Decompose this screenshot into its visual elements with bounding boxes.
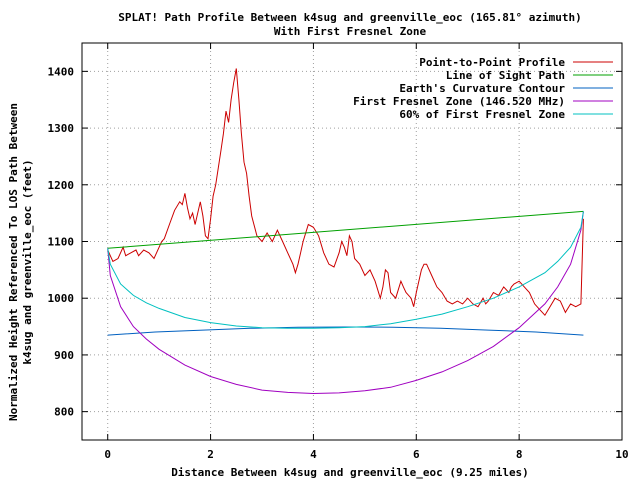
x-tick-label: 10 xyxy=(615,448,628,461)
x-tick-label: 0 xyxy=(104,448,111,461)
y-tick-label: 1300 xyxy=(48,122,75,135)
series-line-1 xyxy=(107,68,584,317)
chart-title: SPLAT! Path Profile Between k4sug and gr… xyxy=(118,11,582,24)
legend-label: Line of Sight Path xyxy=(446,69,565,82)
x-tick-label: 8 xyxy=(516,448,523,461)
series-line-5 xyxy=(107,211,584,329)
y-tick-label: 1100 xyxy=(48,236,75,249)
x-tick-label: 2 xyxy=(207,448,214,461)
x-tick-label: 4 xyxy=(310,448,317,461)
y-tick-label: 900 xyxy=(54,349,74,362)
y-tick-label: 1200 xyxy=(48,179,75,192)
y-axis-label-line2: k4sug and greenville_eoc (feet) xyxy=(21,159,34,364)
x-tick-label: 6 xyxy=(413,448,420,461)
y-tick-label: 800 xyxy=(54,406,74,419)
x-axis-label: Distance Between k4sug and greenville_eo… xyxy=(171,466,529,479)
y-tick-label: 1400 xyxy=(48,65,75,78)
series-line-3 xyxy=(107,326,584,336)
legend-label: Point-to-Point Profile xyxy=(419,56,565,69)
series-lines xyxy=(107,68,584,395)
axis-ticks: 0 2 4 6 8 10 800 900 1000 1100 1200 1300 1400 xyxy=(48,43,629,461)
legend-label: Earth's Curvature Contour xyxy=(399,82,565,95)
legend-label: 60% of First Fresnel Zone xyxy=(399,108,565,121)
series-line-4 xyxy=(107,211,584,395)
y-axis-label-line1: Normalized Height Referenced To LOS Path… xyxy=(7,103,20,421)
legend-label: First Fresnel Zone (146.520 MHz) xyxy=(353,95,565,108)
chart-subtitle: With First Fresnel Zone xyxy=(274,25,427,38)
y-tick-label: 1000 xyxy=(48,292,75,305)
series-line-2 xyxy=(107,210,584,249)
